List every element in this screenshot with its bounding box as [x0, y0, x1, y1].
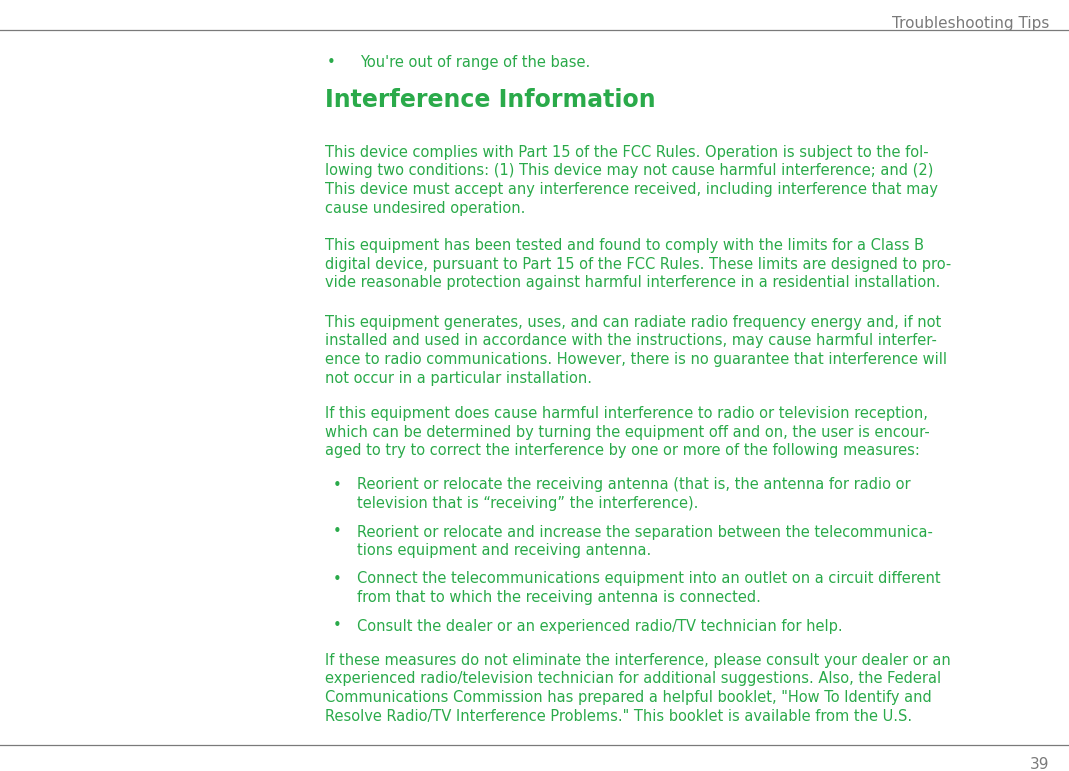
Text: This device complies with Part 15 of the FCC Rules. Operation is subject to the : This device complies with Part 15 of the… [325, 145, 929, 160]
Text: Reorient or relocate and increase the separation between the telecommunica-: Reorient or relocate and increase the se… [357, 524, 933, 540]
Text: •: • [327, 55, 336, 70]
Text: digital device, pursuant to Part 15 of the FCC Rules. These limits are designed : digital device, pursuant to Part 15 of t… [325, 257, 951, 271]
Text: television that is “receiving” the interference).: television that is “receiving” the inter… [357, 496, 698, 511]
Text: installed and used in accordance with the instructions, may cause harmful interf: installed and used in accordance with th… [325, 334, 936, 348]
Text: Reorient or relocate the receiving antenna (that is, the antenna for radio or: Reorient or relocate the receiving anten… [357, 477, 911, 493]
Text: cause undesired operation.: cause undesired operation. [325, 200, 525, 216]
Text: You're out of range of the base.: You're out of range of the base. [360, 55, 590, 70]
Text: •: • [334, 477, 342, 493]
Text: •: • [334, 524, 342, 540]
Text: experienced radio/television technician for additional suggestions. Also, the Fe: experienced radio/television technician … [325, 672, 941, 686]
Text: This equipment generates, uses, and can radiate radio frequency energy and, if n: This equipment generates, uses, and can … [325, 315, 941, 330]
Text: vide reasonable protection against harmful interference in a residential install: vide reasonable protection against harmf… [325, 275, 941, 290]
Text: Interference Information: Interference Information [325, 88, 655, 112]
Text: If this equipment does cause harmful interference to radio or television recepti: If this equipment does cause harmful int… [325, 406, 928, 421]
Text: Communications Commission has prepared a helpful booklet, "How To Identify and: Communications Commission has prepared a… [325, 690, 932, 705]
Text: from that to which the receiving antenna is connected.: from that to which the receiving antenna… [357, 590, 761, 605]
Text: ence to radio communications. However, there is no guarantee that interference w: ence to radio communications. However, t… [325, 352, 947, 367]
Text: Troubleshooting Tips: Troubleshooting Tips [892, 16, 1049, 31]
Text: lowing two conditions: (1) This device may not cause harmful interference; and (: lowing two conditions: (1) This device m… [325, 163, 933, 179]
Text: Connect the telecommunications equipment into an outlet on a circuit different: Connect the telecommunications equipment… [357, 571, 941, 587]
Text: tions equipment and receiving antenna.: tions equipment and receiving antenna. [357, 543, 651, 558]
Text: 39: 39 [1029, 757, 1049, 771]
Text: Consult the dealer or an experienced radio/TV technician for help.: Consult the dealer or an experienced rad… [357, 618, 842, 634]
Text: •: • [334, 571, 342, 587]
Text: This equipment has been tested and found to comply with the limits for a Class B: This equipment has been tested and found… [325, 238, 924, 253]
Text: Resolve Radio/TV Interference Problems." This booklet is available from the U.S.: Resolve Radio/TV Interference Problems."… [325, 709, 912, 723]
Text: which can be determined by turning the equipment off and on, the user is encour-: which can be determined by turning the e… [325, 425, 930, 439]
Text: •: • [334, 618, 342, 634]
Text: aged to try to correct the interference by one or more of the following measures: aged to try to correct the interference … [325, 443, 920, 458]
Text: This device must accept any interference received, including interference that m: This device must accept any interference… [325, 182, 938, 197]
Text: not occur in a particular installation.: not occur in a particular installation. [325, 371, 592, 386]
Text: If these measures do not eliminate the interference, please consult your dealer : If these measures do not eliminate the i… [325, 653, 950, 668]
